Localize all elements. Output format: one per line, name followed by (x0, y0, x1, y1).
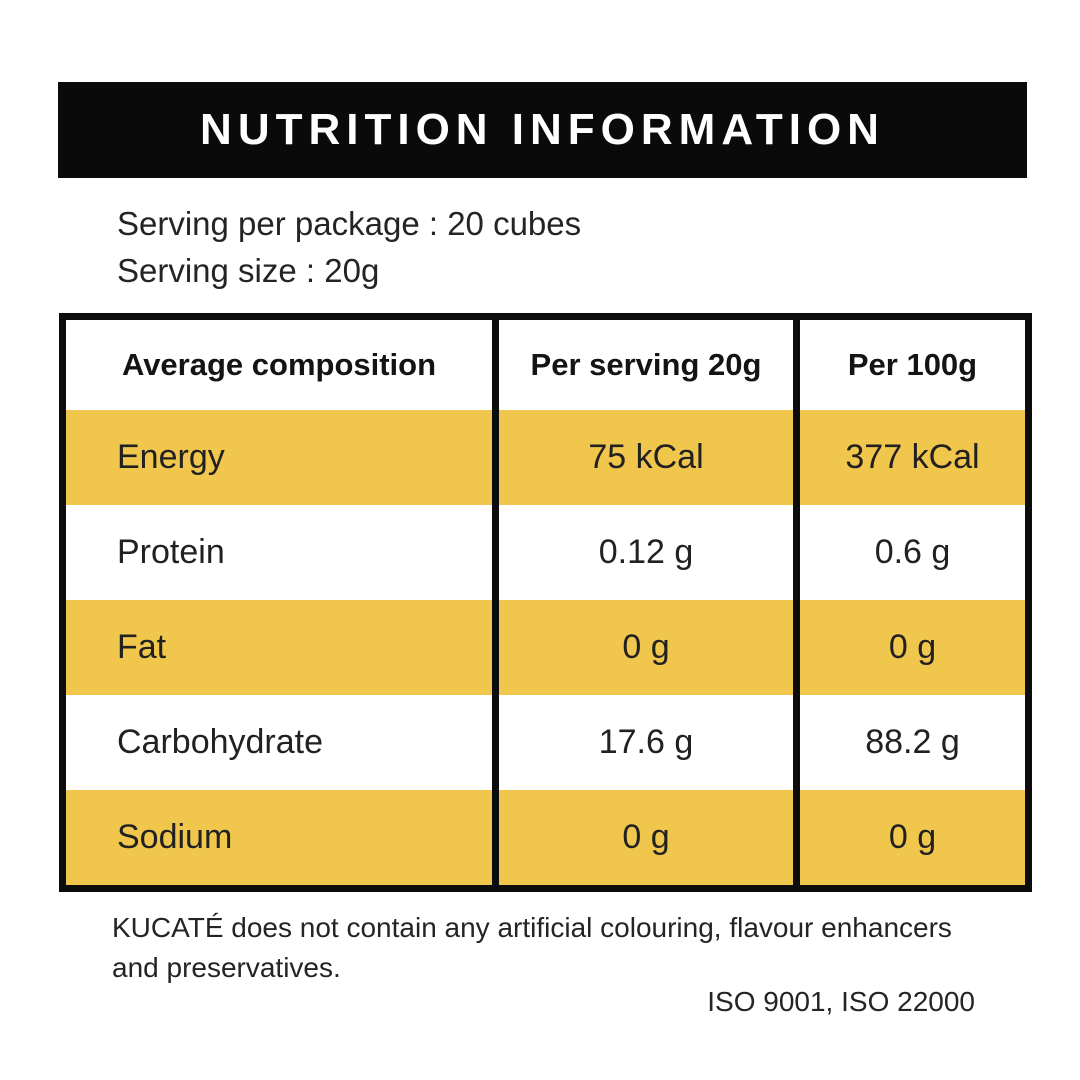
row-value-per-100g: 377 kCal (845, 438, 980, 476)
disclaimer-text: KUCATÉ does not contain any artificial c… (112, 912, 952, 983)
nutrition-table: Average composition Per serving 20g Per … (59, 313, 1032, 892)
row-value-per-100g: 0.6 g (874, 533, 951, 571)
table-row-fat: Fat 0 g 0 g (66, 600, 1025, 695)
certifications-text: ISO 9001, ISO 22000 (707, 986, 975, 1017)
row-label: Fat (117, 628, 167, 666)
row-value-per-serving: 0 g (492, 600, 800, 695)
row-label: Protein (117, 533, 225, 571)
serving-size: Serving size : 20g (117, 252, 380, 289)
column-header-per-serving: Per serving 20g (492, 320, 800, 410)
row-label: Sodium (117, 818, 233, 856)
column-header-average-composition: Average composition (121, 347, 437, 382)
table-row-carbohydrate: Carbohydrate 17.6 g 88.2 g (66, 695, 1025, 790)
serving-per-package: Serving per package : 20 cubes (117, 205, 582, 242)
title-bar: NUTRITION INFORMATION (58, 82, 1027, 178)
table-row-sodium: Sodium 0 g 0 g (66, 790, 1025, 885)
serving-info: Serving per package : 20 cubes Serving s… (117, 200, 581, 294)
row-label: Energy (117, 438, 225, 476)
row-value-per-100g: 0 g (888, 628, 937, 666)
row-value-per-serving: 0.12 g (492, 505, 800, 600)
column-header-per-100g: Per 100g (847, 347, 978, 382)
row-value-per-100g: 0 g (888, 818, 937, 856)
row-value-per-serving: 17.6 g (492, 695, 800, 790)
table-row-protein: Protein 0.12 g 0.6 g (66, 505, 1025, 600)
row-label: Carbohydrate (117, 723, 324, 761)
row-value-per-serving: 0 g (492, 790, 800, 885)
table-row-energy: Energy 75 kCal 377 kCal (66, 410, 1025, 505)
table-header-row: Average composition Per serving 20g Per … (66, 320, 1025, 410)
row-value-per-serving: 75 kCal (492, 410, 800, 505)
page-title: NUTRITION INFORMATION (200, 105, 885, 154)
row-value-per-100g: 88.2 g (865, 723, 960, 761)
